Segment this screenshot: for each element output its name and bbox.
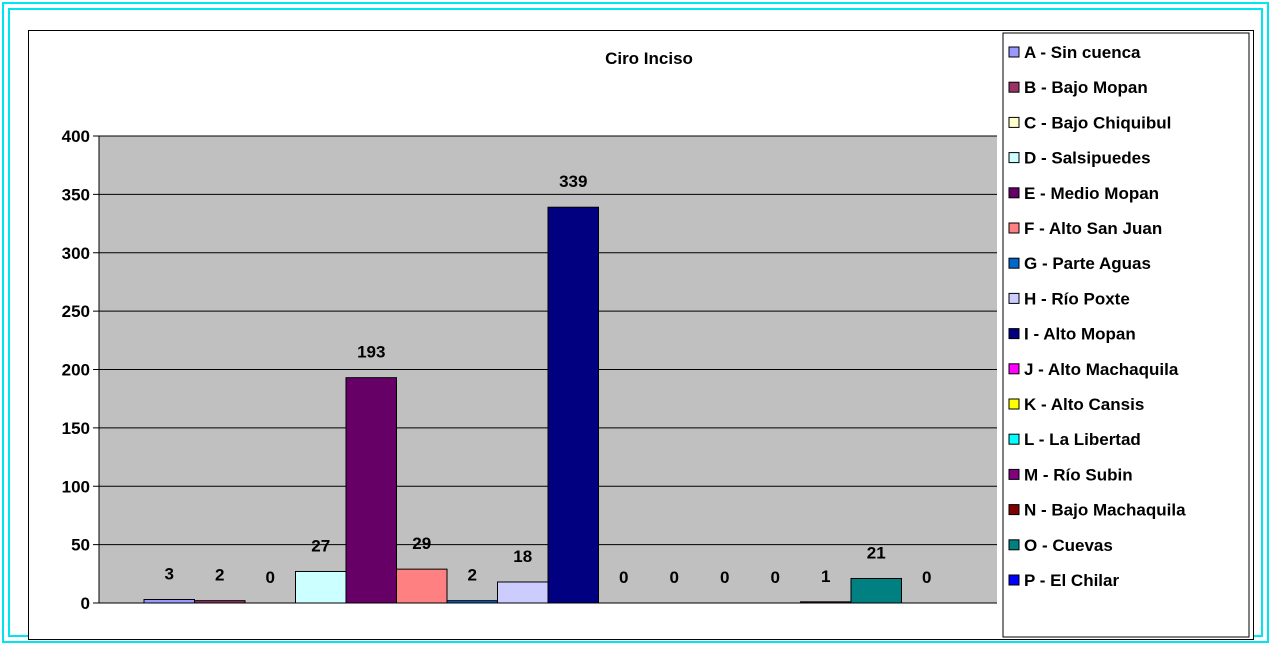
data-label: 0 [922,568,931,587]
data-label: 21 [867,543,886,562]
y-tick-label: 150 [62,419,90,438]
legend-entry-label: A - Sin cuenca [1024,43,1141,62]
legend-swatch [1008,222,1020,234]
y-tick-label: 100 [62,477,90,496]
bar-f [396,568,448,604]
data-label: 2 [468,566,477,585]
data-label: 0 [619,568,628,587]
bar-h [497,581,549,604]
data-label: 0 [771,568,780,587]
legend-entry-label: E - Medio Mopan [1024,184,1159,203]
y-tick-label: 250 [62,302,90,321]
legend-entry-label: K - Alto Cansis [1024,395,1144,414]
legend-entry-label: P - El Chilar [1024,571,1119,590]
bar-o [850,577,902,604]
legend-swatch [1008,152,1020,164]
legend-swatch [1008,574,1020,586]
legend-swatch [1008,539,1020,551]
chart-area: 0 50 100 150 200 250 300 350 400 3 2 0 27 193 29 2 18 339… [28,30,1254,640]
data-label: 27 [311,536,330,555]
legend-swatch [1008,257,1020,269]
data-label: 339 [559,172,587,191]
data-label: 2 [215,566,224,585]
data-label: 1 [821,567,830,586]
data-label: 0 [670,568,679,587]
y-tick-label: 400 [62,127,90,146]
legend-swatch [1008,81,1020,93]
y-tick-label: 0 [81,594,90,613]
data-label: 18 [513,547,532,566]
y-tick-label: 350 [62,185,90,204]
y-tick-label: 300 [62,244,90,263]
bar-i [547,206,599,604]
bar-a [143,598,195,604]
legend-entry-label: L - La Libertad [1024,430,1141,449]
legend-entry-label: B - Bajo Mopan [1024,78,1148,97]
y-tick-label: 50 [71,536,90,555]
data-label: 193 [357,343,385,362]
data-label: 0 [720,568,729,587]
legend-swatch [1008,328,1020,340]
legend-entry-label: G - Parte Aguas [1024,254,1151,273]
legend-swatch [1008,398,1020,410]
legend-swatch [1008,187,1020,199]
legend-entry-label: D - Salsipuedes [1024,149,1151,168]
data-label: 0 [266,568,275,587]
legend-entry-label: H - Río Poxte [1024,289,1130,308]
legend-entry-label: N - Bajo Machaquila [1024,501,1186,520]
legend-entry-label: O - Cuevas [1024,536,1113,555]
legend-swatch [1008,504,1020,516]
legend-swatch [1008,363,1020,375]
data-label: 29 [412,534,431,553]
legend-swatch [1008,468,1020,480]
legend-entry-label: J - Alto Machaquila [1024,360,1179,379]
bar-g [446,600,498,604]
legend-swatch [1008,292,1020,304]
bar-d [295,570,347,604]
legend-swatch [1008,116,1020,128]
legend-entry-label: I - Alto Mopan [1024,325,1136,344]
bar-b [194,600,246,604]
legend-entry-label: F - Alto San Juan [1024,219,1162,238]
bar-e [345,377,397,604]
legend-entry-label: M - Río Subin [1024,465,1133,484]
data-label: 3 [165,564,174,583]
bar-n [800,601,852,604]
chart-title: Ciro Inciso [605,49,693,68]
legend-box [1002,32,1250,638]
legend-swatch [1008,46,1020,58]
legend-entry-label: C - Bajo Chiquibul [1024,113,1171,132]
y-tick-label: 200 [62,361,90,380]
legend-swatch [1008,433,1020,445]
